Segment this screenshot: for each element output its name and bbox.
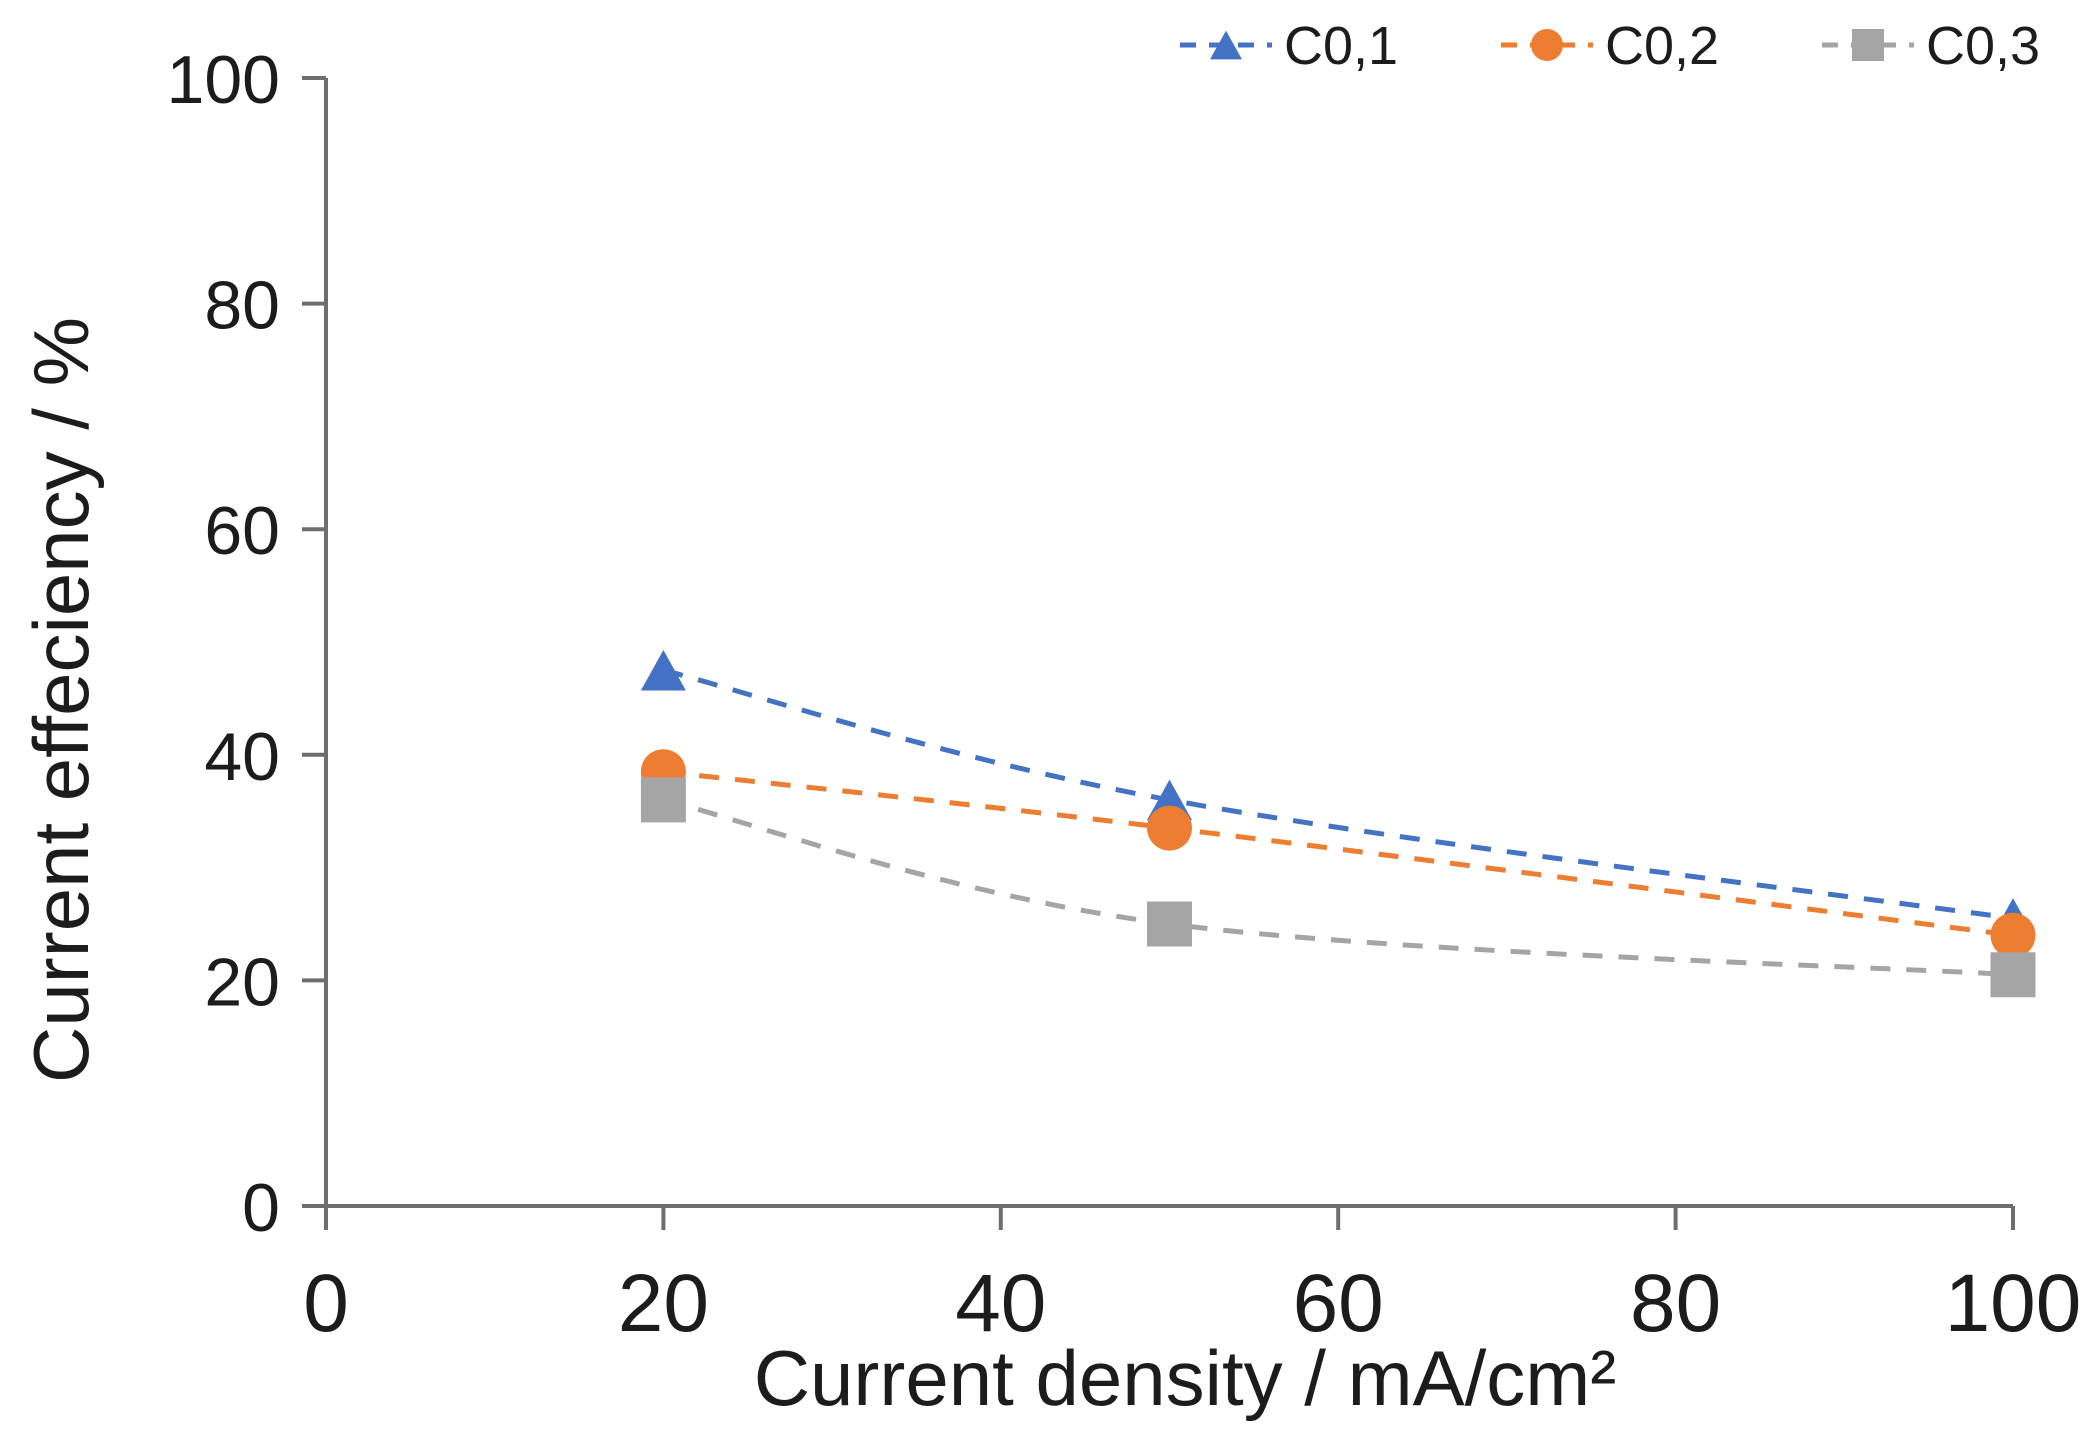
x-tick-label-40: 40 — [955, 1258, 1046, 1349]
y-tick-label-100: 100 — [167, 42, 280, 118]
y-tick-label-60: 60 — [204, 493, 280, 569]
data-point-c0-1-x20 — [640, 649, 686, 691]
x-tick-label-100: 100 — [1945, 1258, 2082, 1349]
legend-item-c0-2: C0,2 — [1501, 16, 1719, 76]
data-point-c0-2-x100 — [1990, 912, 2036, 958]
legend-label-c0-3: C0,3 — [1926, 16, 2040, 76]
legend-label-c0-1: C0,1 — [1284, 16, 1398, 76]
x-tick-label-0: 0 — [303, 1258, 349, 1349]
y-tick-label-0: 0 — [242, 1170, 280, 1246]
data-point-c0-3-x20 — [640, 777, 686, 823]
data-point-c0-3-x100 — [1990, 952, 2036, 998]
legend-item-c0-3: C0,3 — [1822, 16, 2040, 76]
y-tick-label-40: 40 — [204, 719, 280, 795]
data-point-c0-3-x50 — [1147, 901, 1192, 947]
legend: C0,1 C0,2 C0,3 — [1180, 16, 2040, 76]
x-tick-label-20: 20 — [618, 1258, 709, 1349]
legend-label-c0-2: C0,2 — [1605, 16, 1719, 76]
series-line-c0-1 — [662, 667, 2014, 921]
x-tick-label-80: 80 — [1630, 1258, 1721, 1349]
y-axis-title: Current effeciency / % — [17, 317, 105, 1083]
x-axis-title: Current density / mA/cm² — [754, 1334, 1617, 1422]
axes: 0 20 40 60 80 100 0 20 40 60 80 100 — [167, 42, 2082, 1349]
y-tick-label-20: 20 — [204, 944, 280, 1020]
series-line-c0-3 — [662, 797, 2014, 978]
x-tick-label-60: 60 — [1293, 1258, 1384, 1349]
data-point-c0-2-x50 — [1147, 805, 1192, 851]
legend-triangle-icon — [1210, 30, 1242, 60]
y-tick-label-80: 80 — [204, 268, 280, 344]
series-line-c0-2 — [663, 769, 2014, 938]
series-markers — [640, 649, 2036, 998]
legend-item-c0-1: C0,1 — [1180, 16, 1398, 76]
legend-square-icon — [1852, 29, 1884, 61]
legend-circle-icon — [1531, 29, 1563, 61]
series-lines — [662, 667, 2014, 978]
